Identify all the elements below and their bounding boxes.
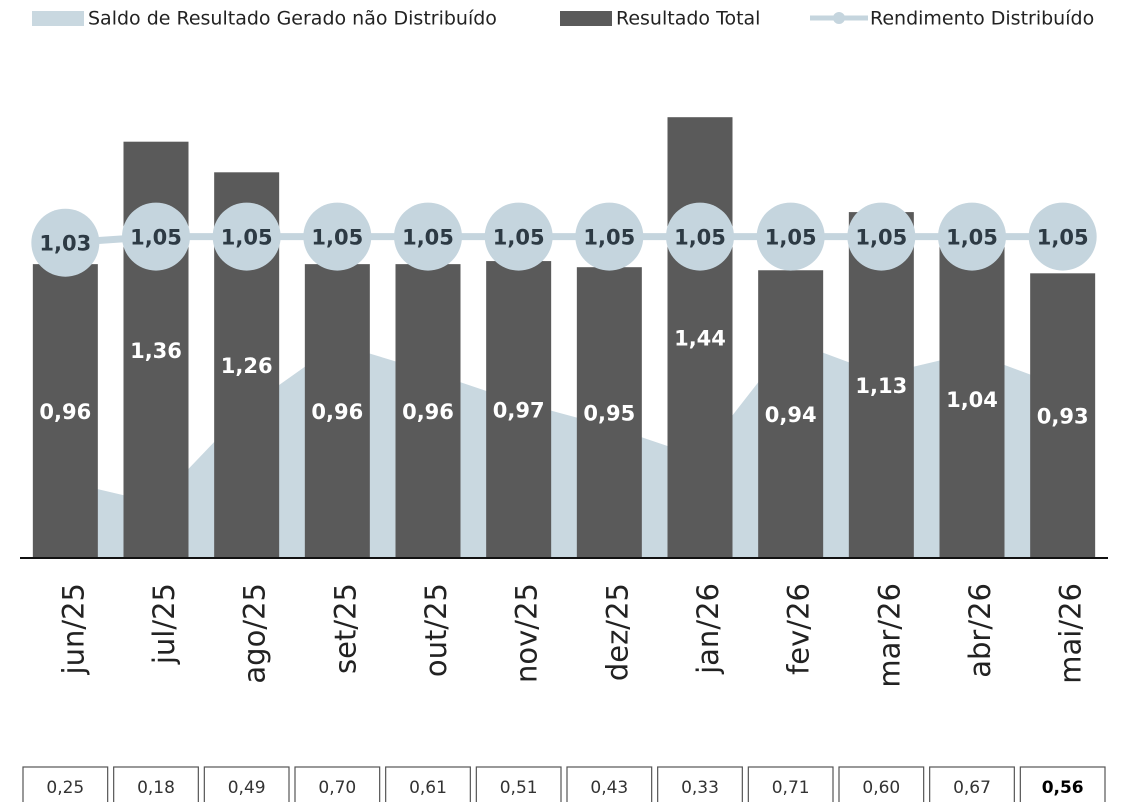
x-tick-label: abr/26 [963,583,997,678]
table-value: 0,60 [862,778,900,798]
table-cell [929,766,1015,802]
point-label: 1,05 [674,226,726,250]
table-value: 0,18 [137,778,175,798]
point-label: 1,05 [765,226,817,250]
point-label: 1,05 [946,226,998,250]
table-value: 0,49 [228,778,266,798]
table-value: 0,25 [46,778,84,798]
bar-label: 0,96 [39,400,91,424]
bar-label: 1,26 [221,354,273,378]
point-label: 1,05 [1037,226,1089,250]
line-marker [212,202,281,271]
bar-label: 0,96 [402,400,454,424]
point-label: 1,05 [402,226,454,250]
x-tick-label: dez/25 [600,583,634,681]
bar [576,267,642,558]
x-tick-label: out/25 [419,583,453,677]
table-value: 0,51 [500,778,538,798]
table-value: 0,70 [318,778,356,798]
x-tick-label: ago/25 [238,583,272,684]
table-cell [113,766,199,802]
bar [667,117,733,558]
x-tick-label: mar/26 [872,583,906,688]
bar-label: 1,13 [855,374,907,398]
point-label: 1,05 [583,226,635,250]
table-value: 0,56 [1042,778,1084,798]
legend-label: Saldo de Resultado Gerado não Distribuíd… [88,8,497,30]
bar [32,264,98,558]
line-marker [666,202,734,271]
point-label: 1,05 [493,226,545,250]
line-marker [938,202,1006,271]
line-marker [122,202,190,271]
point-label: 1,03 [39,232,91,256]
table-cell [657,766,743,802]
bar-label: 0,96 [311,400,363,424]
line-marker [303,202,372,271]
line-marker [756,202,825,271]
table-value: 0,61 [409,778,447,798]
bar-label: 1,04 [946,388,998,412]
x-tick-label: set/25 [328,583,362,674]
bar-label: 0,97 [493,399,545,423]
table-value: 0,33 [681,778,719,798]
table-cell [203,766,290,802]
bar [939,239,1005,558]
x-tick-label: jul/25 [147,583,181,665]
bar [486,261,552,558]
x-tick-label: jan/26 [691,583,725,675]
bar [304,264,370,558]
x-tick-label: mai/26 [1054,583,1088,684]
table-value: 0,43 [590,778,628,798]
line-marker [394,202,462,271]
table-cell [566,766,653,802]
line-marker [575,202,644,271]
line-marker [484,202,553,271]
point-label: 1,05 [221,226,273,250]
legend-swatch [560,11,612,26]
table-cell [747,766,834,802]
table-value: 0,67 [953,778,991,798]
point-label: 1,05 [311,226,363,250]
line-marker [1028,202,1097,271]
bar [395,264,461,558]
table-cell [1019,766,1106,802]
table-cell [22,766,109,802]
bar-label: 0,95 [583,402,635,426]
line-marker [847,202,916,271]
table-cell [838,766,925,802]
line-marker [31,208,100,277]
bar-label: 1,36 [130,339,182,363]
bar-label: 0,94 [765,403,817,427]
legend-swatch [833,12,845,24]
bar-label: 1,44 [674,327,726,351]
legend-label: Rendimento Distribuído [870,8,1094,30]
bar [758,270,824,558]
legend-swatch [32,11,84,26]
point-label: 1,05 [855,226,907,250]
table-cell [385,766,471,802]
bar [1030,273,1096,558]
table-cell [475,766,562,802]
table-value: 0,71 [772,778,810,798]
x-tick-label: jun/25 [56,583,90,676]
x-tick-label: fev/26 [782,583,816,675]
legend-label: Resultado Total [616,8,760,30]
point-label: 1,05 [130,226,182,250]
x-tick-label: nov/25 [510,583,544,683]
bar-label: 0,93 [1037,405,1089,429]
table-cell [294,766,381,802]
